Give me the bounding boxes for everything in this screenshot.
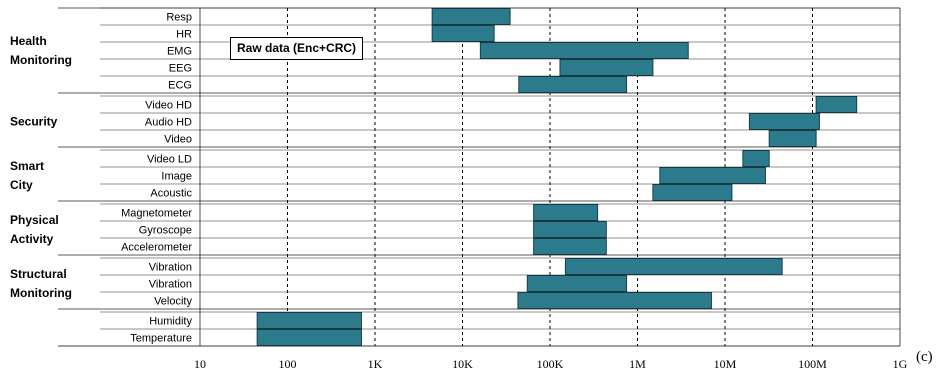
range-bar [533,204,599,221]
range-bar [518,76,628,93]
row-label: Temperature [130,333,192,345]
range-bar [431,25,495,42]
x-tick-label: 1K [368,357,383,371]
x-tick-label: 100M [798,357,827,371]
x-tick-label: 10M [714,357,737,371]
range-bar [479,42,689,59]
row-label: ECG [168,80,192,92]
range-bar [526,275,628,292]
group-label: City [10,178,33,192]
range-bar [533,238,607,255]
range-bar [533,221,607,238]
range-bar [652,184,733,201]
range-bar [659,167,766,184]
group-label: Structural [10,267,67,281]
row-label: Video HD [145,100,192,112]
range-bar [256,312,362,329]
range-bar [517,292,712,309]
x-tick-label: 1G [893,357,908,371]
range-bar [748,113,820,130]
panel-label: (c) [916,349,933,365]
row-label: Vibration [149,279,192,291]
row-label: Gyroscope [139,225,192,237]
row-separators [58,7,901,347]
group-label: Security [10,115,58,129]
row-label: Magnetometer [121,208,192,220]
range-bar [564,258,783,275]
x-tick-label: 100 [279,357,297,371]
range-bar [256,329,362,346]
x-axis-tick-labels: 10 100 1K 10K 100K 1M 10M 100M 1G [194,357,908,371]
row-label: EEG [169,63,192,75]
group-label: Monitoring [10,53,72,67]
row-label: Audio HD [145,117,192,129]
chart-annotation: Raw data (Enc+CRC) [230,37,364,60]
range-bar [768,130,817,147]
row-labels: Resp HR EMG EEG ECG Video HD Audio HD Video Vide… [121,12,192,345]
row-label: EMG [167,46,192,58]
row-label: Humidity [149,316,192,328]
row-label: Acoustic [150,188,192,200]
group-labels: Health Monitoring Security Smart City Physica… [10,34,72,300]
row-label: Video LD [147,154,192,166]
x-tick-label: 100K [537,357,564,371]
row-label: Video [164,134,192,146]
row-label: Vibration [149,262,192,274]
group-label: Physical [10,213,59,227]
row-label: Accelerometer [121,242,192,254]
range-bar [742,150,770,167]
range-bars [256,8,858,346]
range-bar [431,8,511,25]
range-bar [815,96,858,113]
row-label: Image [161,171,192,183]
group-label: Health [10,34,47,48]
row-label: HR [176,29,192,41]
row-label: Velocity [154,296,192,308]
x-tick-label: 10K [452,357,473,371]
group-label: Activity [10,232,54,246]
group-label: Monitoring [10,286,72,300]
x-tick-label: 1M [629,357,646,371]
range-bar [559,59,654,76]
row-label: Resp [166,12,192,24]
group-label: Smart [10,159,44,173]
x-tick-label: 10 [194,357,206,371]
